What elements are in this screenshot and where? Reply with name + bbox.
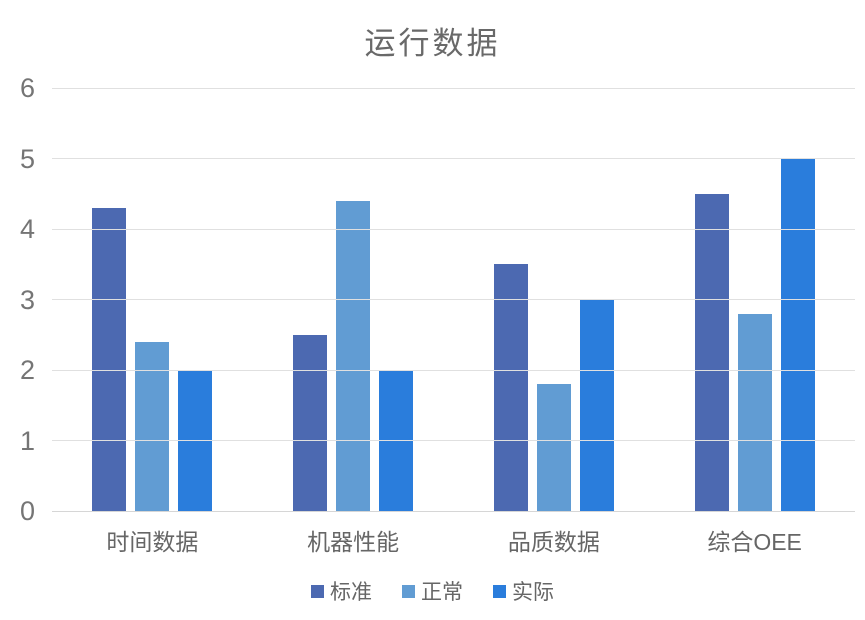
legend-item-正常: 正常 bbox=[402, 576, 463, 606]
chart-title: 运行数据 bbox=[364, 26, 501, 61]
gridline bbox=[52, 158, 855, 159]
bar-group bbox=[654, 88, 855, 511]
x-category-label: 机器性能 bbox=[307, 529, 400, 555]
legend-label: 正常 bbox=[421, 581, 463, 604]
bar-实际-品质数据 bbox=[579, 299, 614, 511]
y-tick-label: 0 bbox=[19, 496, 35, 526]
y-tick-label: 2 bbox=[19, 355, 35, 385]
legend-swatch-icon bbox=[402, 584, 415, 598]
y-tick-label: 4 bbox=[19, 214, 35, 244]
gridline bbox=[52, 369, 855, 371]
bar-正常-机器性能 bbox=[336, 200, 371, 511]
legend-label: 实际 bbox=[512, 581, 554, 604]
legend-swatch-icon bbox=[311, 584, 324, 598]
x-category-label: 时间数据 bbox=[106, 529, 199, 555]
gridline bbox=[52, 228, 855, 230]
y-tick-label: 1 bbox=[19, 425, 35, 456]
bar-正常-综合OEE bbox=[737, 313, 772, 511]
x-category-label: 综合OEE bbox=[707, 529, 802, 555]
y-tick-label: 5 bbox=[19, 143, 35, 174]
bar-标准-综合OEE bbox=[694, 193, 729, 511]
plot-area bbox=[52, 87, 855, 512]
gridline bbox=[52, 87, 855, 89]
y-axis: 0 1 2 3 4 5 6 bbox=[0, 73, 44, 526]
gridline bbox=[52, 440, 855, 441]
bar-正常-品质数据 bbox=[536, 384, 571, 511]
legend-item-实际: 实际 bbox=[493, 576, 554, 606]
bar-标准-机器性能 bbox=[293, 334, 328, 511]
gridline bbox=[52, 510, 855, 512]
bar-标准-时间数据 bbox=[92, 207, 127, 511]
gridline bbox=[52, 299, 855, 300]
legend-swatch-icon bbox=[493, 584, 506, 598]
y-tick-label: 6 bbox=[19, 73, 35, 103]
legend-label: 标准 bbox=[330, 581, 372, 604]
bar-标准-品质数据 bbox=[493, 264, 528, 511]
legend: 标准 正常 实际 bbox=[0, 576, 865, 606]
legend-item-标准: 标准 bbox=[311, 576, 372, 606]
bar-group bbox=[454, 88, 655, 511]
bar-正常-时间数据 bbox=[135, 341, 170, 511]
bar-实际-综合OEE bbox=[780, 158, 815, 511]
y-tick-label: 3 bbox=[19, 284, 35, 315]
x-category-label: 品质数据 bbox=[507, 529, 600, 555]
x-axis: 时间数据 机器性能 品质数据 综合OEE bbox=[52, 523, 855, 555]
